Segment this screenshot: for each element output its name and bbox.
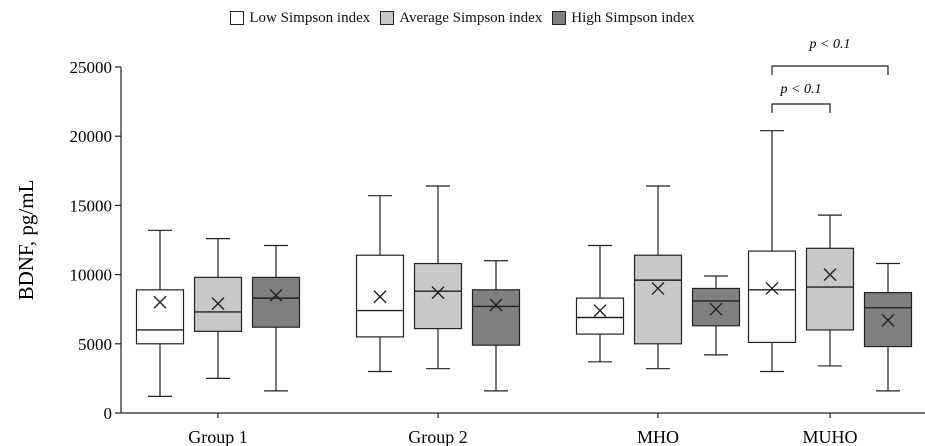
significance-label: p < 0.1 — [780, 82, 822, 97]
box-average-simpson-index — [633, 185, 683, 370]
iqr-box — [633, 254, 683, 345]
box-low-simpson-index — [355, 195, 405, 373]
significance-bracket — [771, 103, 831, 113]
y-tick-label: 10000 — [70, 266, 113, 285]
mean-marker — [709, 302, 723, 316]
mean-marker — [211, 297, 225, 311]
y-tick-label: 15000 — [70, 196, 113, 215]
y-axis-label: BDNF, pg/mL — [14, 180, 38, 301]
chart-marks — [135, 130, 913, 397]
legend-label: Average Simpson index — [399, 9, 543, 26]
box-low-simpson-index — [747, 130, 797, 373]
mean-marker — [881, 313, 895, 327]
significance-annotations: p < 0.1 p < 0.1 — [771, 37, 889, 113]
box-average-simpson-index — [413, 185, 463, 370]
legend-item: Low Simpson index — [230, 10, 370, 27]
x-tick-label: MHO — [637, 427, 679, 446]
legend-label: Low Simpson index — [249, 9, 371, 26]
mean-marker — [651, 281, 665, 295]
box-high-simpson-index — [691, 275, 741, 356]
box-high-simpson-index — [251, 244, 301, 392]
y-tick-label: 5000 — [78, 335, 112, 354]
iqr-box — [413, 262, 463, 330]
mean-marker — [431, 286, 445, 300]
legend-swatch — [230, 11, 245, 25]
mean-marker — [153, 295, 167, 309]
legend-swatch — [380, 11, 395, 25]
box-high-simpson-index — [471, 260, 521, 392]
iqr-box — [135, 289, 185, 345]
box-low-simpson-index — [575, 244, 625, 363]
iqr-box — [805, 247, 855, 331]
legend-label: High Simpson index — [571, 9, 695, 26]
significance-bracket — [771, 65, 889, 75]
iqr-box — [471, 289, 521, 346]
mean-marker — [823, 268, 837, 282]
significance-label: p < 0.1 — [809, 37, 851, 52]
mean-marker — [373, 290, 387, 304]
iqr-box — [691, 287, 741, 327]
axes: 0 5000 10000 15000 20000 25000 BDNF, pg/mL Grou… — [14, 58, 925, 446]
box-average-simpson-index — [805, 214, 855, 367]
box-average-simpson-index — [193, 238, 243, 379]
iqr-box — [575, 297, 625, 335]
box-low-simpson-index — [135, 229, 185, 397]
legend-item: High Simpson index — [552, 9, 695, 27]
x-tick-label: MUHO — [802, 427, 857, 446]
mean-marker — [765, 281, 779, 295]
y-tick-label: 0 — [104, 404, 113, 423]
y-tick-label: 20000 — [70, 127, 113, 146]
iqr-box — [747, 250, 797, 344]
legend: Low Simpson index Average Simpson index Hi… — [0, 7, 925, 29]
legend-item: Average Simpson index — [380, 10, 542, 27]
mean-marker — [489, 298, 503, 312]
mean-marker — [269, 288, 283, 302]
legend-swatch — [552, 11, 567, 25]
box-high-simpson-index — [863, 262, 913, 392]
iqr-box — [251, 276, 301, 328]
x-tick-label: Group 2 — [408, 427, 468, 446]
x-tick-label: Group 1 — [188, 427, 248, 446]
y-tick-label: 25000 — [70, 58, 113, 77]
mean-marker — [593, 304, 607, 318]
